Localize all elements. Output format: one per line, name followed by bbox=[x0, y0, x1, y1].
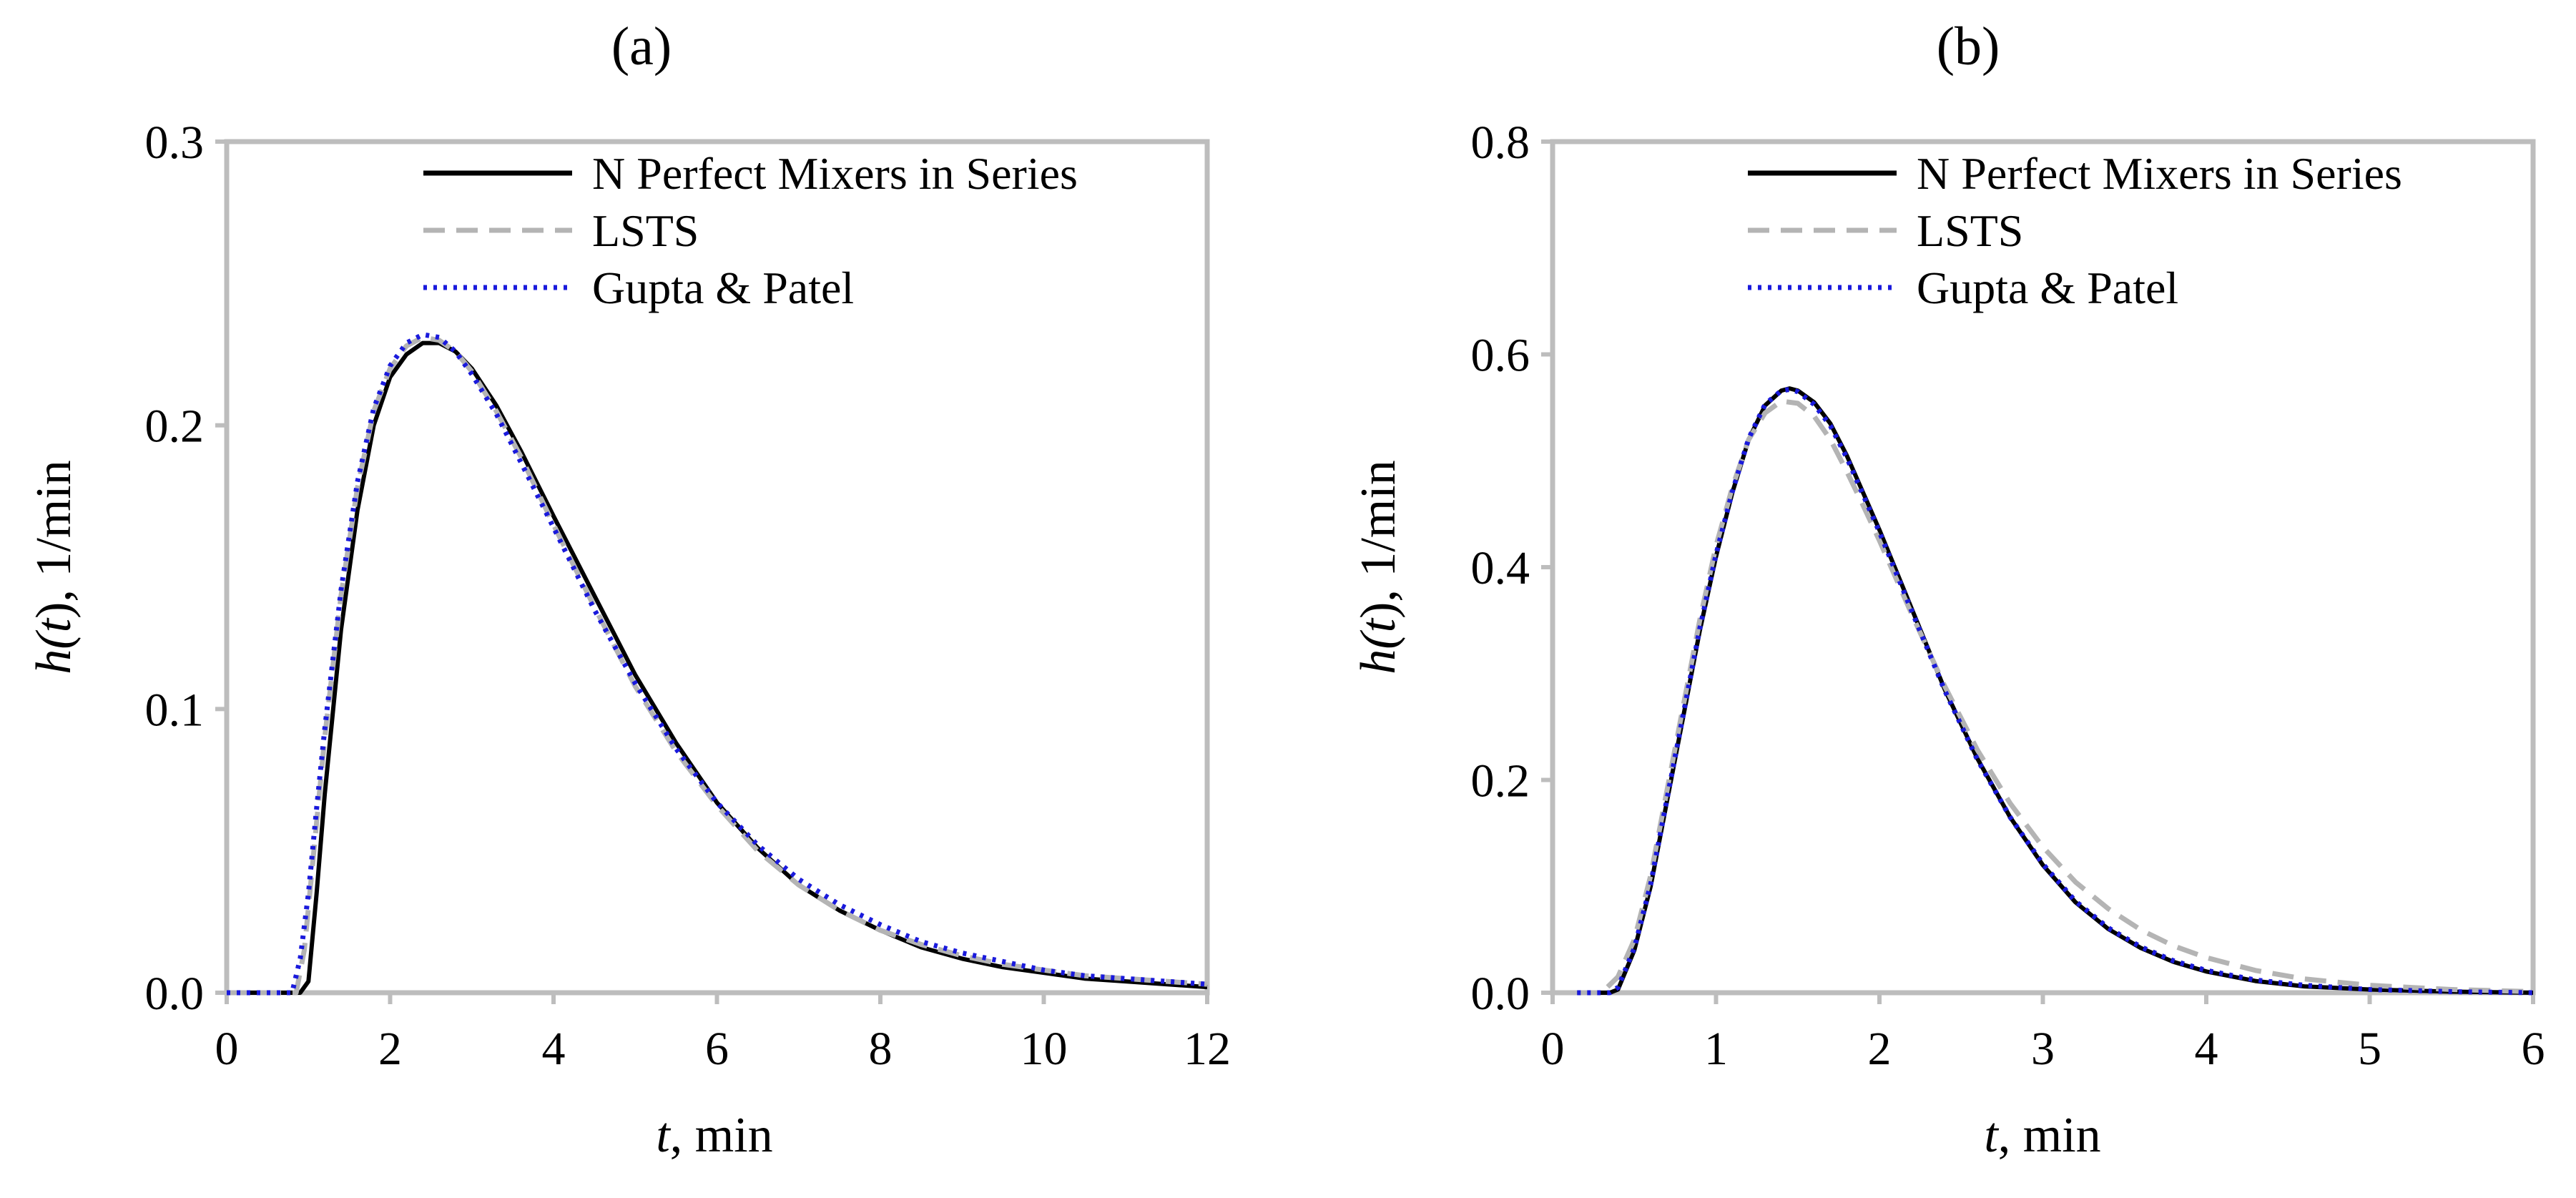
y-tick-label-b-1: 0.2 bbox=[1471, 755, 1530, 807]
x-tick-label-a-6: 12 bbox=[1184, 1023, 1231, 1075]
y-tick-label-a-0: 0.0 bbox=[145, 968, 205, 1020]
x-tick-label-b-6: 6 bbox=[2522, 1023, 2545, 1075]
y-tick-label-a-1: 0.1 bbox=[145, 684, 205, 736]
x-ticks-a: 0 2 4 6 8 10 12 bbox=[215, 993, 1231, 1075]
y-ticks-a: 0.0 0.1 0.2 0.3 bbox=[145, 117, 227, 1020]
x-tick-label-b-3: 3 bbox=[2031, 1023, 2055, 1075]
y-tick-label-a-3: 0.3 bbox=[145, 117, 205, 169]
x-tick-label-a-3: 6 bbox=[705, 1023, 729, 1075]
legend-a-label-lsts: LSTS bbox=[592, 205, 699, 256]
series-line-a-gupta-patel bbox=[227, 332, 1208, 996]
y-ticks-b: 0.0 0.2 0.4 0.6 0.8 bbox=[1471, 117, 1553, 1020]
x-tick-label-a-0: 0 bbox=[215, 1023, 239, 1075]
x-tick-label-b-2: 2 bbox=[1868, 1023, 1892, 1075]
series-line-a-lsts bbox=[227, 335, 1208, 996]
series-line-b-n-perfect-mixers-in-series bbox=[1577, 386, 2534, 995]
legend-a-label-mixers: N Perfect Mixers in Series bbox=[592, 148, 1078, 199]
y-tick-label-a-2: 0.2 bbox=[145, 401, 205, 453]
x-axis-label-b: t, min bbox=[1984, 1108, 2100, 1163]
y-axis-label-a: h(t), 1/min bbox=[26, 460, 82, 674]
legend-b-label-gupta: Gupta & Patel bbox=[1917, 262, 2178, 313]
x-tick-label-a-1: 2 bbox=[378, 1023, 402, 1075]
y-tick-label-b-2: 0.4 bbox=[1471, 542, 1530, 594]
legend-a: N Perfect Mixers in Series LSTS Gupta & … bbox=[423, 148, 1078, 313]
x-ticks-b: 0 1 2 3 4 5 6 bbox=[1541, 993, 2545, 1075]
panel-a: (a) 0.0 0.1 0.2 0.3 0 2 4 6 8 10 12 t, min h(t), … bbox=[26, 16, 1231, 1163]
x-tick-label-b-5: 5 bbox=[2358, 1023, 2381, 1075]
legend-b: N Perfect Mixers in Series LSTS Gupta & … bbox=[1748, 148, 2402, 313]
x-tick-label-a-2: 4 bbox=[542, 1023, 566, 1075]
x-axis-label-a: t, min bbox=[656, 1108, 772, 1163]
x-tick-label-a-5: 10 bbox=[1021, 1023, 1068, 1075]
series-line-b-lsts bbox=[1577, 398, 2534, 996]
y-tick-label-b-4: 0.8 bbox=[1471, 117, 1530, 169]
legend-b-label-lsts: LSTS bbox=[1917, 205, 2023, 256]
panel-a-title: (a) bbox=[611, 16, 672, 77]
y-axis-label-b: h(t), 1/min bbox=[1351, 460, 1406, 674]
panel-b: (b) 0.0 0.2 0.4 0.6 0.8 0 1 2 3 4 5 6 t, min h(t),… bbox=[1351, 16, 2545, 1163]
series-line-b-gupta-patel bbox=[1577, 387, 2534, 996]
x-tick-label-b-4: 4 bbox=[2195, 1023, 2218, 1075]
x-tick-label-b-0: 0 bbox=[1541, 1023, 1565, 1075]
x-tick-label-b-1: 1 bbox=[1704, 1023, 1728, 1075]
series-line-a-n-perfect-mixers-in-series bbox=[227, 340, 1208, 995]
panel-b-title: (b) bbox=[1937, 16, 2000, 77]
legend-b-label-mixers: N Perfect Mixers in Series bbox=[1917, 148, 2402, 199]
legend-a-label-gupta: Gupta & Patel bbox=[592, 262, 854, 313]
series-layer-a bbox=[227, 332, 1208, 996]
x-tick-label-a-4: 8 bbox=[869, 1023, 893, 1075]
series-layer-b bbox=[1577, 386, 2534, 996]
y-tick-label-b-0: 0.0 bbox=[1471, 968, 1530, 1020]
y-tick-label-b-3: 0.6 bbox=[1471, 330, 1530, 382]
